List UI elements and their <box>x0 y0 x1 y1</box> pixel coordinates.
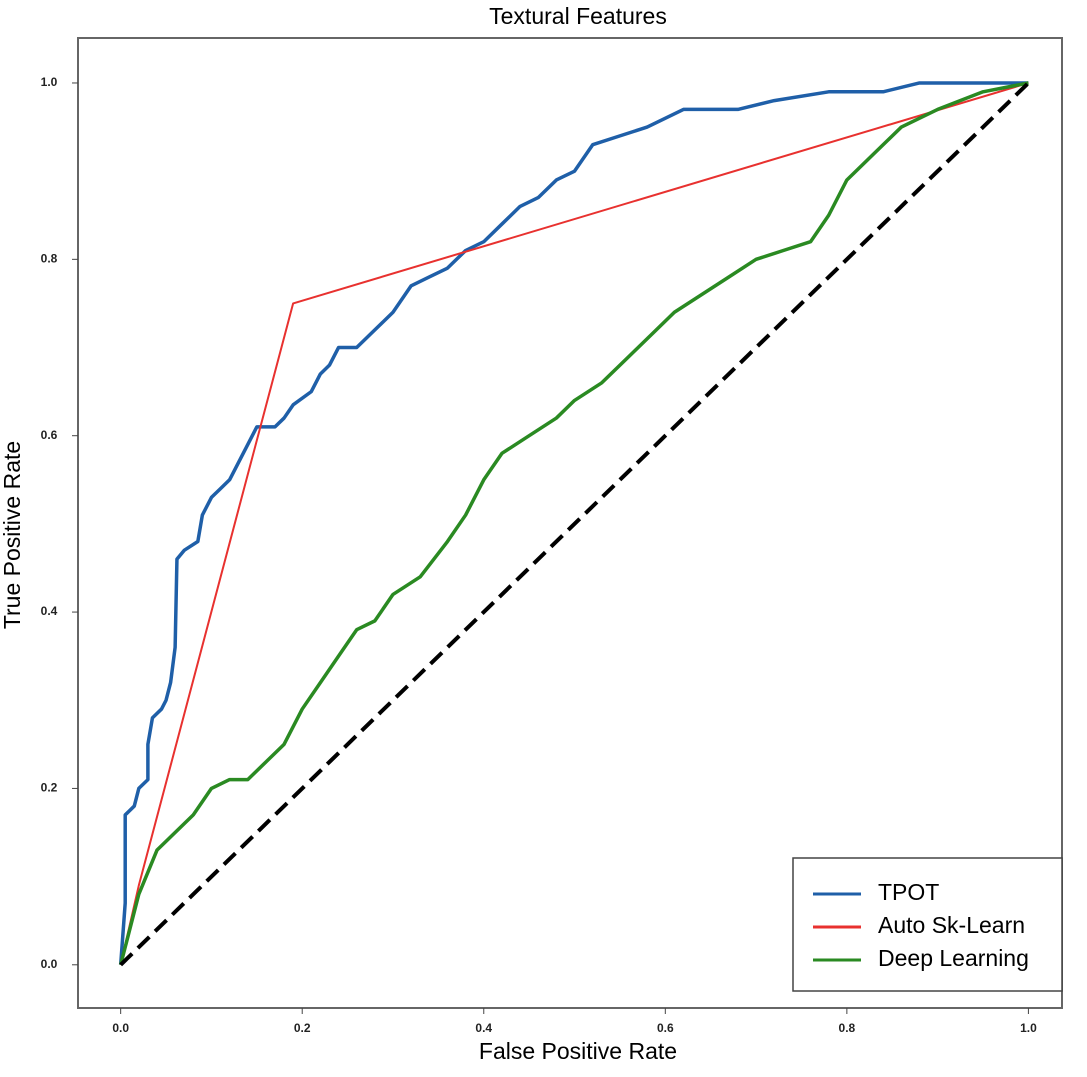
series-line <box>118 81 1029 966</box>
x-tick-label: 0.8 <box>839 1021 856 1035</box>
y-axis-label: True Positive Rate <box>0 441 25 629</box>
x-tick-label: 0.2 <box>294 1021 311 1035</box>
legend-label: Deep Learning <box>878 945 1029 971</box>
x-tick-label: 0.0 <box>112 1021 129 1035</box>
y-tick-label: 0.4 <box>41 604 58 618</box>
legend-label: Auto Sk-Learn <box>878 912 1025 938</box>
chart-title: Textural Features <box>489 3 667 29</box>
y-tick-label: 1.0 <box>41 75 58 89</box>
x-tick-label: 0.6 <box>657 1021 674 1035</box>
plot-frame <box>77 37 1063 1009</box>
x-tick-label: 0.4 <box>475 1021 492 1035</box>
legend-label: TPOT <box>878 879 939 905</box>
legend-box <box>792 857 1063 992</box>
y-tick-label: 0.2 <box>41 781 58 795</box>
y-tick-label: 0.8 <box>41 252 58 266</box>
reference-line <box>119 81 1030 967</box>
x-tick-label: 1.0 <box>1020 1021 1037 1035</box>
y-tick-label: 0.6 <box>41 428 58 442</box>
series-line <box>118 81 1029 965</box>
y-tick-label: 0.0 <box>41 957 58 971</box>
x-axis-label: False Positive Rate <box>479 1038 677 1064</box>
